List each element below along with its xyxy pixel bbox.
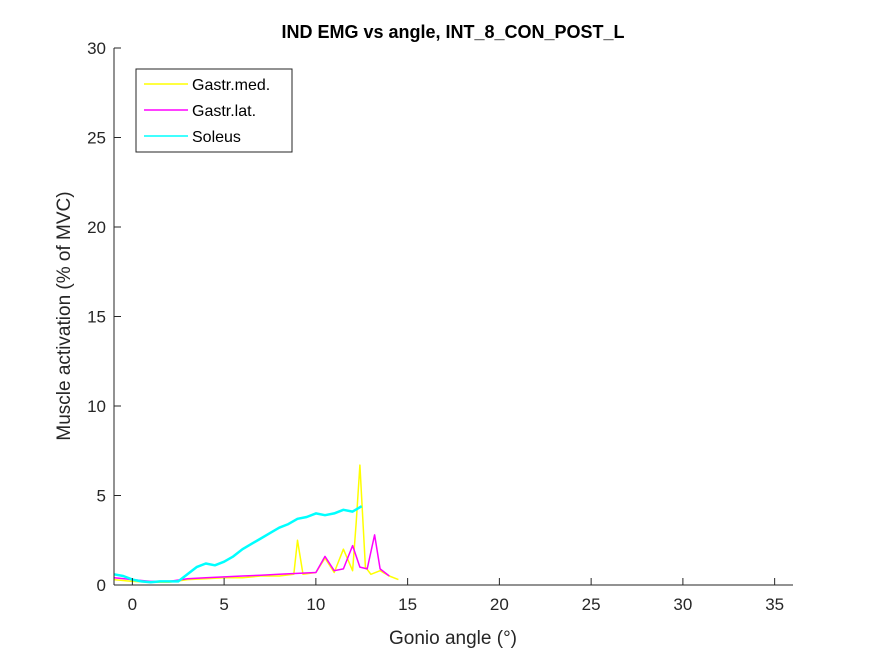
y-tick-label: 0 — [97, 576, 106, 595]
y-axis-label: Muscle activation (% of MVC) — [54, 191, 75, 440]
x-tick-label: 20 — [490, 595, 509, 614]
x-axis-label: Gonio angle (°) — [389, 628, 517, 649]
series-line-gastr-med — [113, 464, 399, 584]
x-tick-label: 35 — [765, 595, 784, 614]
legend: Gastr.med. Gastr.lat. Soleus — [135, 68, 293, 153]
x-tick-label: 0 — [128, 595, 137, 614]
x-ticks: 0 5 10 15 20 25 30 35 — [128, 578, 784, 614]
legend-entry-label: Soleus — [192, 129, 241, 146]
x-tick-label: 30 — [673, 595, 692, 614]
x-tick-label: 25 — [582, 595, 601, 614]
y-tick-label: 25 — [87, 129, 106, 148]
chart-title: IND EMG vs angle, INT_8_CON_POST_L — [281, 22, 624, 42]
legend-entry-label: Gastr.med. — [192, 77, 270, 94]
x-tick-label: 5 — [219, 595, 228, 614]
y-tick-label: 15 — [87, 308, 106, 327]
data-lines — [113, 464, 399, 584]
legend-entry-label: Gastr.lat. — [192, 103, 256, 120]
y-tick-label: 5 — [97, 487, 106, 506]
x-tick-label: 10 — [306, 595, 325, 614]
y-tick-label: 20 — [87, 218, 106, 237]
y-tick-label: 10 — [87, 397, 106, 416]
series-line-soleus — [113, 505, 363, 584]
y-tick-label: 30 — [87, 39, 106, 58]
x-tick-label: 15 — [398, 595, 417, 614]
y-ticks: 0 5 10 15 20 25 30 — [87, 39, 121, 595]
